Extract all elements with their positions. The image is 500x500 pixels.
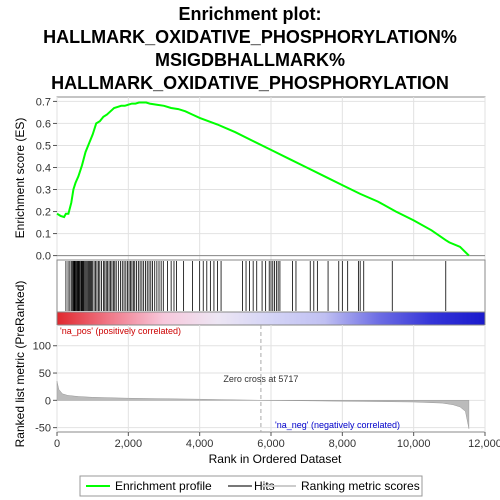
negative-correlation-label: 'na_neg' (negatively correlated)	[275, 420, 400, 430]
x-axis-ticks: 0 2,000 4,000 6,000 8,000 10,000 12,000	[54, 432, 500, 450]
x-axis-label: Rank in Ordered Dataset	[209, 452, 342, 466]
chart-title-line-2: HALLMARK_OXIDATIVE_PHOSPHORYLATION%	[43, 27, 457, 47]
es-tick-label: 0.1	[36, 229, 51, 241]
chart-title-line-4: HALLMARK_OXIDATIVE_PHOSPHORYLATION	[51, 73, 449, 93]
es-tick-label: 0.6	[36, 118, 51, 130]
x-tick-label: 6,000	[257, 438, 285, 450]
es-tick-label: 0.5	[36, 140, 51, 152]
metric-tick-label: 0	[45, 395, 51, 407]
x-tick-label: 4,000	[186, 438, 214, 450]
ranking-heatmap-bar	[56, 311, 486, 326]
enrichment-profile-line	[56, 101, 470, 257]
positive-correlation-label: 'na_pos' (positively correlated)	[60, 326, 181, 336]
x-tick-label: 10,000	[397, 438, 431, 450]
x-tick-label: 0	[54, 438, 60, 450]
metric-tick-label: -50	[35, 423, 51, 435]
x-tick-label: 12,000	[468, 438, 500, 450]
metric-tick-label: 50	[39, 368, 51, 380]
es-y-ticks: 0.0 0.1 0.2 0.3 0.4 0.5 0.6 0.7	[36, 96, 57, 263]
x-tick-label: 2,000	[115, 438, 143, 450]
es-tick-label: 0.3	[36, 185, 51, 197]
chart-title-line-3: MSIGDBHALLMARK%	[155, 50, 345, 70]
chart-title-line-1: Enrichment plot:	[179, 4, 322, 24]
es-tick-label: 0.7	[36, 96, 51, 108]
x-tick-label: 8,000	[329, 438, 357, 450]
legend-label-enrichment-profile: Enrichment profile	[115, 479, 212, 493]
es-tick-label: 0.0	[36, 251, 51, 263]
es-tick-label: 0.4	[36, 162, 51, 174]
ranking-metric-area	[56, 381, 470, 429]
es-tick-label: 0.2	[36, 207, 51, 219]
zero-cross-label: Zero cross at 5717	[223, 374, 298, 384]
es-y-axis-label: Enrichment score (ES)	[13, 118, 27, 239]
legend-label-ranking-metric: Ranking metric scores	[301, 479, 420, 493]
metric-tick-label: 100	[33, 341, 51, 353]
metric-y-ticks: -50 0 50 100	[33, 341, 57, 435]
hit-markers	[65, 261, 447, 311]
metric-y-axis-label: Ranked list metric (PreRanked)	[13, 281, 27, 448]
